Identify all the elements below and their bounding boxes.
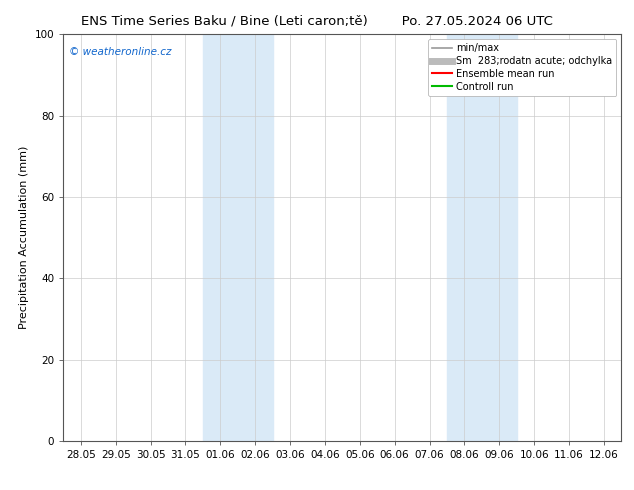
Bar [203,34,273,441]
Y-axis label: Precipitation Accumulation (mm): Precipitation Accumulation (mm) [19,146,29,329]
Bar [447,34,517,441]
Text: © weatheronline.cz: © weatheronline.cz [69,47,171,56]
Legend: min/max, Sm  283;rodatn acute; odchylka, Ensemble mean run, Controll run: min/max, Sm 283;rodatn acute; odchylka, … [428,39,616,96]
Text: ENS Time Series Baku / Bine (Leti caron;tě)        Po. 27.05.2024 06 UTC: ENS Time Series Baku / Bine (Leti caron;… [81,15,553,28]
